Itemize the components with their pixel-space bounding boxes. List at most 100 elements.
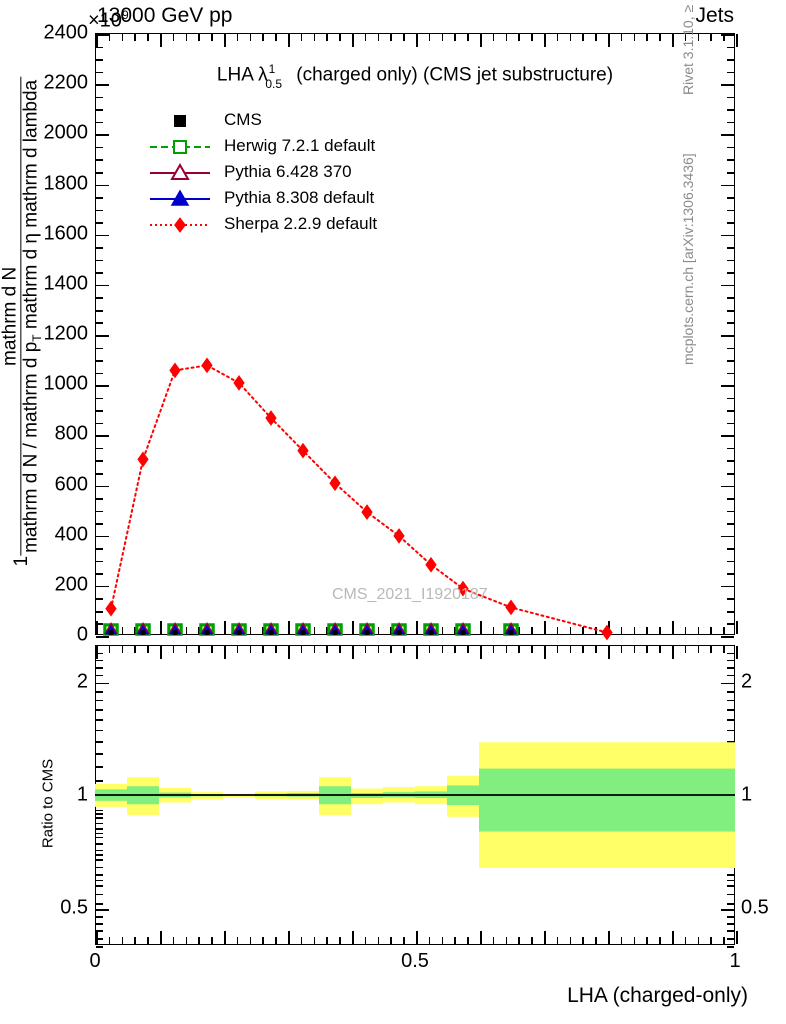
axis-tick (727, 666, 734, 669)
axis-tick (727, 548, 734, 550)
axis-tick (96, 859, 103, 861)
axis-tick (275, 646, 277, 653)
axis-tick (727, 916, 734, 918)
axis-tick (147, 646, 149, 653)
x-tick-labels: 0 0.5 1 (89, 950, 740, 980)
axis-tick (697, 646, 700, 653)
axis-tick (403, 34, 405, 41)
axis-tick (505, 34, 508, 41)
axis-tick (727, 598, 734, 600)
axis-tick (454, 34, 456, 41)
axis-tick (96, 930, 103, 932)
legend-marker-herwig-icon (148, 134, 212, 160)
axis-tick (736, 34, 738, 47)
axis-tick (96, 923, 103, 925)
axis-tick (224, 646, 226, 659)
axis-tick (723, 646, 725, 653)
axis-tick (390, 646, 392, 653)
axis-tick (633, 34, 636, 41)
axis-tick (721, 84, 734, 86)
axis-tick (96, 843, 103, 845)
axis-tick (416, 34, 418, 47)
axis-tick (134, 34, 136, 41)
axis-tick (377, 937, 380, 944)
axis-tick (262, 34, 264, 41)
axis-tick (727, 146, 734, 149)
axis-tick (326, 627, 328, 634)
axis-tick (723, 937, 725, 944)
axis-tick (721, 234, 734, 237)
axis-tick (727, 623, 734, 626)
axis-tick (96, 335, 109, 337)
axis-tick (646, 937, 648, 944)
axis-tick (672, 931, 674, 944)
axis-tick (96, 666, 103, 669)
axis-tick (595, 34, 597, 41)
axis-tick (727, 59, 734, 61)
axis-tick (326, 937, 328, 944)
axis-tick (96, 560, 103, 563)
y-axis-scale-exponent: ×109 (88, 8, 129, 32)
axis-tick (121, 646, 124, 653)
y-tick-label: 0 (76, 623, 88, 646)
axis-tick (721, 636, 734, 638)
axis-tick (352, 646, 354, 659)
axis-tick (467, 937, 469, 944)
axis-tick (727, 573, 734, 575)
y-tick-label: 1800 (43, 172, 89, 194)
axis-tick (249, 34, 252, 41)
axis-tick (416, 621, 418, 634)
axis-tick (727, 523, 734, 525)
axis-tick (96, 652, 103, 655)
axis-tick (96, 472, 103, 475)
axis-tick (198, 627, 200, 634)
main-plot-panel (95, 33, 738, 638)
axis-tick (480, 621, 482, 634)
axis-tick (620, 937, 623, 944)
axis-tick (96, 59, 103, 61)
axis-tick (134, 937, 136, 944)
axis-tick (96, 385, 109, 387)
axis-tick (108, 34, 111, 41)
axis-tick (659, 646, 661, 653)
axis-tick (727, 719, 734, 721)
axis-tick (288, 931, 290, 944)
axis-tick (727, 447, 734, 450)
axis-tick (96, 548, 103, 550)
axis-tick (300, 34, 303, 41)
axis-tick (96, 766, 103, 768)
axis-tick (736, 621, 738, 634)
axis-tick (492, 937, 495, 944)
axis-tick (544, 34, 546, 47)
axis-tick (96, 146, 103, 149)
x-axis-label: LHA (charged-only) (567, 984, 748, 1007)
axis-tick (441, 34, 444, 41)
axis-tick (147, 34, 149, 41)
axis-tick (96, 234, 109, 237)
axis-tick (364, 646, 367, 653)
axis-tick (659, 627, 661, 634)
axis-tick (684, 34, 687, 41)
axis-tick (377, 646, 380, 653)
axis-tick (727, 171, 734, 174)
axis-tick (721, 585, 734, 588)
axis-tick (727, 930, 734, 932)
axis-tick (428, 937, 431, 944)
legend-label-cms: CMS (224, 110, 262, 129)
axis-tick (727, 729, 734, 732)
ratio-y-tick-label: 0.5 (60, 896, 88, 919)
axis-tick (672, 646, 674, 659)
axis-tick (727, 560, 734, 563)
axis-tick (108, 646, 111, 653)
axis-tick (96, 121, 103, 124)
axis-tick (727, 159, 734, 161)
axis-tick (185, 937, 188, 944)
axis-tick (121, 937, 124, 944)
axis-tick (96, 828, 103, 831)
axis-tick (96, 585, 109, 588)
axis-tick (96, 184, 109, 187)
axis-tick (96, 938, 103, 940)
axis-tick (390, 937, 392, 944)
ratio-y-tick-labels: 0.5 1 2 (0, 645, 88, 945)
analysis-id-watermark: CMS_2021_I1920187 (332, 586, 488, 603)
